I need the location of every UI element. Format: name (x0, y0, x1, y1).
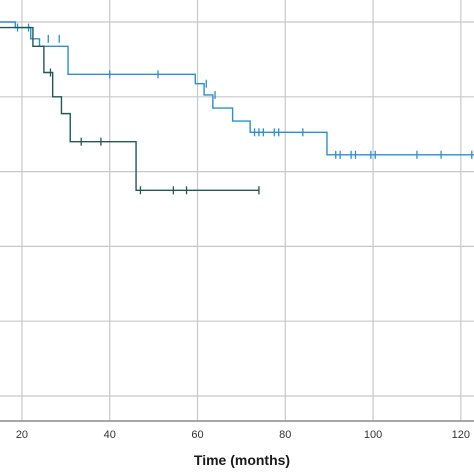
series-2-line (0, 26, 259, 191)
series-layer (0, 21, 474, 195)
x-tick-label: 100 (364, 429, 382, 441)
x-tick-labels: 20 40 60 80 100 120 (16, 429, 470, 441)
gridlines (0, 0, 474, 421)
series-1-line (0, 21, 474, 156)
x-tick-label: 80 (279, 429, 291, 441)
x-tick-label: 120 (452, 429, 470, 441)
x-tick-label: 60 (191, 429, 203, 441)
x-tick-label: 40 (104, 429, 116, 441)
x-axis-label: Time (months) (193, 452, 291, 468)
x-tick-label: 20 (16, 429, 28, 441)
